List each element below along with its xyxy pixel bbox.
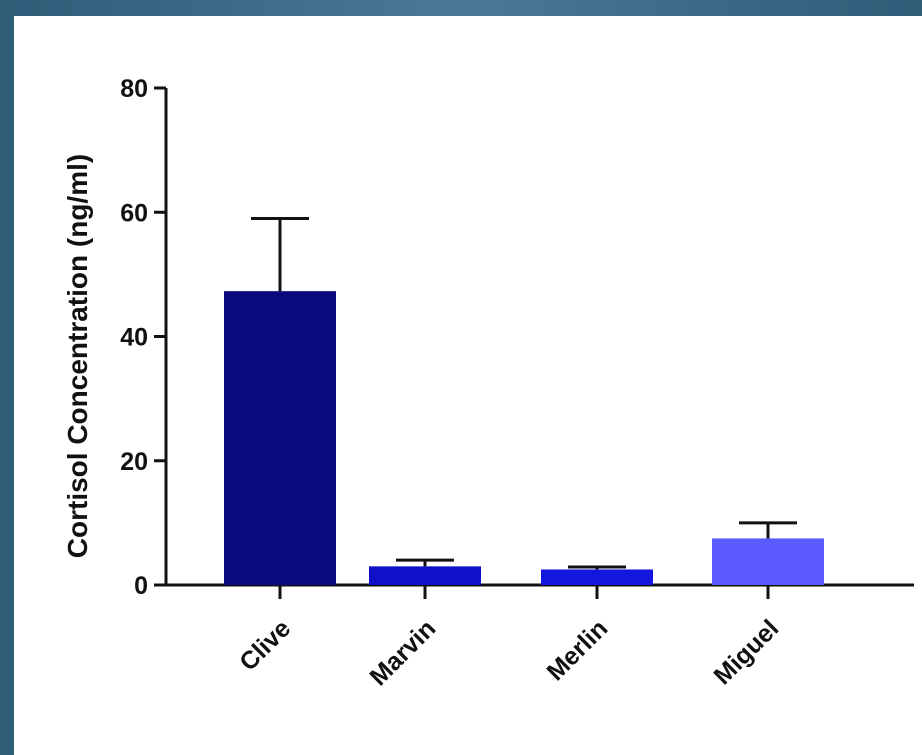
x-tick-label-clive: Clive [234,614,296,676]
y-tick-label: 80 [120,75,148,103]
chart-labels: Clive Marvin Merlin Miguel [234,614,784,691]
y-tick-label: 20 [120,448,148,476]
y-tick-label: 0 [134,572,148,600]
chart-panel: 0 20 40 60 80 Clive Marvin Merlin Miguel Cortis… [14,16,922,755]
bar-merlin [541,569,653,585]
x-tick-label-merlin: Merlin [541,614,613,686]
chart-bars [224,216,824,585]
bar-clive [224,291,336,585]
bar-miguel [712,538,824,585]
y-tick-label: 60 [120,199,148,227]
y-axis-title: Cortisol Concentration (ng/ml) [62,154,93,558]
bar-chart: 0 20 40 60 80 Clive Marvin Merlin Miguel Cortis… [62,75,914,691]
y-tick-label: 40 [120,324,148,352]
x-tick-label-miguel: Miguel [708,614,784,690]
bar-marvin [369,566,481,585]
x-tick-label-marvin: Marvin [364,614,441,691]
